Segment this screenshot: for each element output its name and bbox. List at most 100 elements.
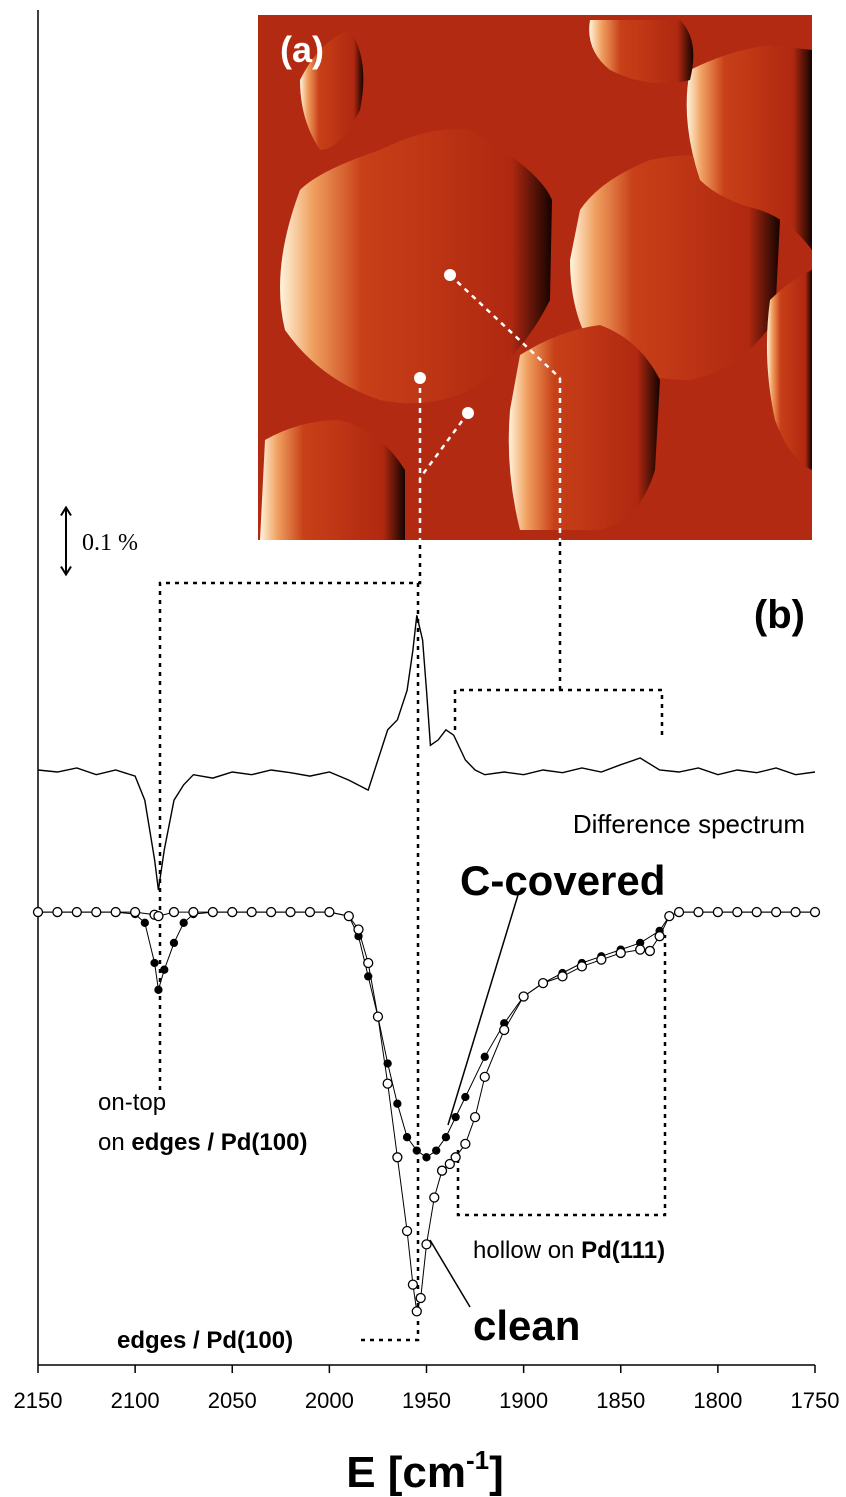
data-point	[751, 906, 762, 918]
data-point	[712, 906, 724, 918]
annotation-part: on	[98, 1129, 131, 1156]
annotation: edges / Pd(100)	[117, 1327, 293, 1354]
annotation: on edges / Pd(100)	[98, 1129, 307, 1156]
data-point	[412, 1146, 421, 1155]
data-point	[596, 954, 607, 965]
data-point	[461, 1092, 470, 1102]
series-label: clean	[473, 1302, 580, 1349]
data-point	[790, 906, 801, 918]
data-point	[436, 1165, 448, 1176]
data-point	[644, 945, 656, 957]
guide-line	[360, 583, 420, 1342]
data-point	[576, 961, 588, 972]
x-axis-label: E [cm-1]	[346, 1445, 504, 1497]
series-line	[38, 911, 815, 1158]
series-label: C-covered	[460, 857, 665, 904]
arrow-head	[60, 505, 72, 517]
x-tick-label: 1800	[693, 1388, 742, 1413]
series-line	[37, 615, 816, 891]
data-point	[129, 906, 141, 918]
data-point	[32, 906, 44, 918]
arrow-head	[60, 565, 72, 577]
x-label-part: E [cm	[346, 1448, 466, 1497]
annotation-part: edges / Pd(100)	[131, 1129, 307, 1156]
data-point	[537, 977, 549, 989]
data-point	[343, 910, 354, 922]
data-point	[179, 918, 188, 927]
data-point	[160, 965, 169, 974]
data-point	[479, 1071, 490, 1083]
data-point	[150, 958, 159, 968]
data-point	[393, 1099, 402, 1108]
data-point	[188, 906, 199, 918]
data-point	[153, 910, 164, 922]
data-point	[557, 971, 568, 982]
data-point	[451, 1112, 460, 1122]
data-point	[402, 1133, 412, 1142]
stm-image: (a)	[258, 15, 812, 540]
data-point	[415, 1292, 426, 1304]
data-point	[91, 906, 102, 918]
guide-line	[453, 688, 664, 735]
data-point	[168, 906, 180, 918]
data-point	[422, 1153, 431, 1162]
data-point	[353, 924, 364, 935]
data-point	[673, 906, 685, 918]
x-tick-label: 2050	[208, 1388, 257, 1413]
leader-line	[447, 894, 519, 1126]
guide-line	[158, 540, 422, 1090]
x-label-part: ]	[489, 1448, 504, 1497]
data-point	[140, 918, 149, 927]
panel-label: (b)	[754, 593, 805, 637]
data-point	[654, 931, 665, 942]
scale-bar-label: 0.1 %	[82, 530, 138, 556]
data-point	[372, 1011, 384, 1022]
data-point	[382, 1078, 393, 1089]
data-point	[383, 1059, 392, 1068]
data-point	[429, 1192, 440, 1203]
data-point	[227, 906, 238, 918]
data-point	[71, 906, 82, 918]
x-tick-label: 1850	[596, 1388, 645, 1413]
annotation: hollow on Pd(111)	[473, 1237, 665, 1264]
data-point	[304, 906, 316, 918]
guide-line	[418, 412, 470, 479]
data-point	[169, 938, 179, 948]
data-point	[407, 1279, 419, 1290]
data-point	[432, 1146, 441, 1155]
data-point	[771, 906, 782, 918]
data-point	[154, 985, 163, 994]
data-point	[518, 991, 529, 1002]
data-point	[110, 906, 121, 918]
series-label: Difference spectrum	[573, 809, 805, 839]
data-point	[392, 1152, 403, 1163]
data-point	[450, 1152, 461, 1163]
x-label-sup: -1	[466, 1445, 489, 1475]
guides	[158, 540, 667, 1342]
x-tick-label: 2150	[14, 1388, 63, 1413]
x-tick-label: 1900	[499, 1388, 548, 1413]
data-point	[469, 1111, 481, 1123]
data-point	[809, 906, 821, 918]
data-point	[441, 1133, 451, 1142]
data-point	[480, 1052, 489, 1061]
data-point	[52, 906, 63, 918]
data-point	[635, 944, 646, 955]
x-tick-label: 1950	[402, 1388, 451, 1413]
data-point	[664, 910, 675, 922]
data-point	[615, 947, 626, 959]
data-point	[265, 906, 277, 918]
data-point	[285, 906, 296, 918]
data-point	[246, 906, 257, 918]
data-point	[693, 906, 704, 918]
data-point	[460, 1138, 471, 1150]
data-point	[444, 1158, 455, 1170]
data-point	[363, 957, 374, 969]
data-point	[421, 1239, 432, 1250]
data-point	[732, 906, 743, 918]
data-point	[499, 1024, 510, 1036]
data-point	[401, 1225, 413, 1237]
scale-bar: 0.1 %	[60, 505, 138, 577]
annotation-part: hollow on	[473, 1237, 581, 1264]
